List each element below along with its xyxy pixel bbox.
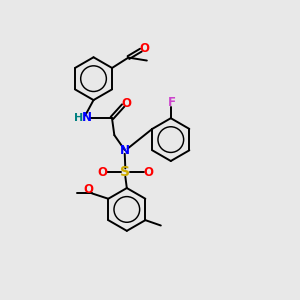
Text: O: O [83, 183, 93, 196]
Text: N: N [82, 111, 92, 124]
Text: O: O [122, 98, 132, 110]
Text: S: S [120, 165, 130, 179]
Text: H: H [74, 113, 83, 123]
Text: O: O [143, 166, 153, 179]
Text: O: O [140, 42, 149, 55]
Text: F: F [168, 96, 176, 109]
Text: O: O [98, 166, 108, 179]
Text: N: N [120, 143, 130, 157]
